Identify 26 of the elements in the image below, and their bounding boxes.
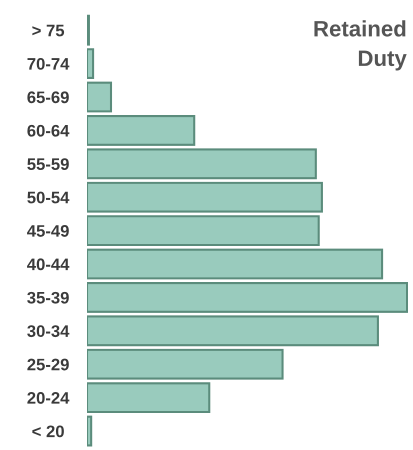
y-tick-label: 30-34 xyxy=(27,325,70,338)
bar xyxy=(87,148,317,180)
y-tick-label: 20-24 xyxy=(27,392,70,404)
bar xyxy=(87,282,408,313)
y-tick-label: 45-49 xyxy=(27,225,69,237)
bar xyxy=(87,182,323,213)
y-tick-label: 35-39 xyxy=(27,292,69,304)
y-tick-label: < 20 xyxy=(32,425,64,438)
bar xyxy=(87,416,92,446)
bar xyxy=(87,248,384,280)
y-tick-label: 25-29 xyxy=(27,358,69,370)
bar xyxy=(87,382,210,414)
text: Retained Duty xyxy=(314,20,407,71)
y-tick-label: 70-74 xyxy=(28,58,70,70)
bar xyxy=(87,315,379,346)
y-tick-label: 65-69 xyxy=(27,91,69,104)
bar xyxy=(87,215,320,246)
y-tick-label: 55-59 xyxy=(27,158,69,170)
y-tick-label: > 75 xyxy=(32,24,64,36)
bar xyxy=(87,48,94,80)
bar xyxy=(87,115,196,146)
bar xyxy=(87,82,112,112)
y-tick-label: 50-54 xyxy=(27,192,70,204)
bar xyxy=(87,348,284,380)
y-tick-label: 60-64 xyxy=(27,124,70,137)
y-tick-label: 40-44 xyxy=(27,258,70,270)
